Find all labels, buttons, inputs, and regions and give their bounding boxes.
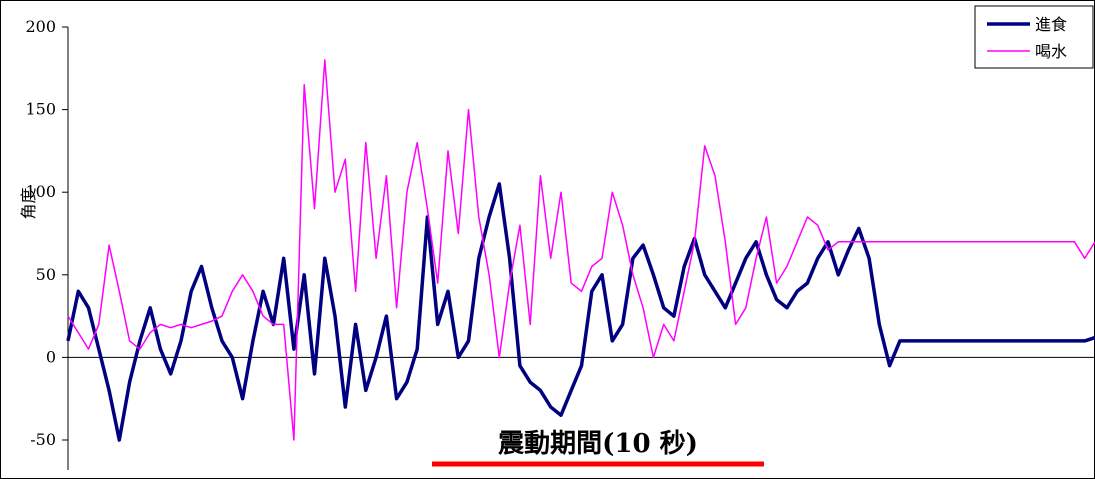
shaking-period-annotation: 震動期間(10 秒): [432, 429, 764, 467]
y-tick-label: 100: [25, 182, 56, 201]
series-line-2: [67, 59, 1095, 441]
legend-label-2: 喝水: [1035, 42, 1067, 61]
annotation-text: 震動期間(10 秒): [498, 429, 698, 459]
y-axis-label: 角度: [19, 187, 38, 219]
legend-box: [974, 5, 1094, 69]
y-tick-label: 0: [46, 347, 56, 366]
y-tick-label: 50: [36, 265, 56, 284]
y-tick-label: -50: [30, 430, 56, 449]
legend-label-1: 進食: [1035, 15, 1067, 34]
series-layer: [66, 59, 1095, 442]
series-line-1: [66, 182, 1095, 442]
y-tick-label: 200: [25, 17, 56, 36]
y-tick-label: 150: [25, 100, 56, 119]
